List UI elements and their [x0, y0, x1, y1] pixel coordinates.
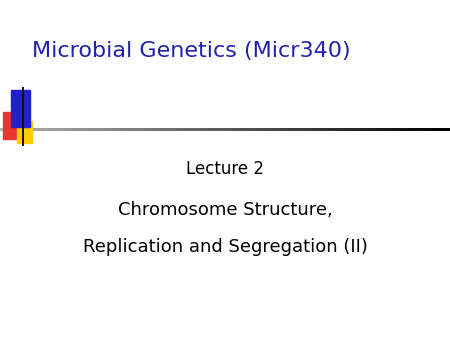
- Text: Microbial Genetics (Micr340): Microbial Genetics (Micr340): [32, 41, 350, 61]
- Bar: [3, 112, 22, 139]
- Bar: [11, 90, 30, 127]
- Text: Replication and Segregation (II): Replication and Segregation (II): [82, 238, 368, 256]
- Bar: [17, 121, 32, 143]
- Text: Lecture 2: Lecture 2: [186, 160, 264, 178]
- Text: Chromosome Structure,: Chromosome Structure,: [117, 200, 333, 219]
